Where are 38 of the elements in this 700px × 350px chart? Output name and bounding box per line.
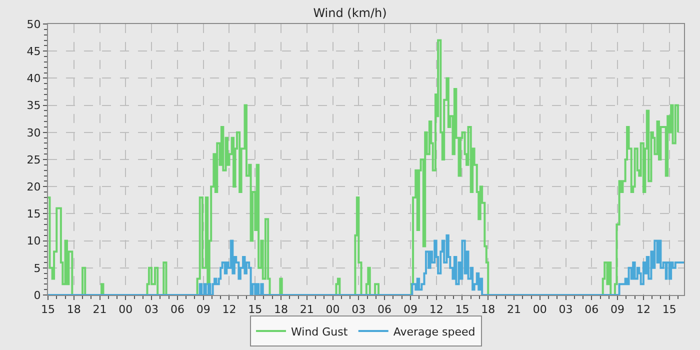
x-tick-label: 03 xyxy=(352,303,366,316)
x-tick-label: 15 xyxy=(662,303,676,316)
x-tick-label: 21 xyxy=(92,303,107,316)
x-tick-label: 09 xyxy=(610,303,625,316)
x-tick-label: 18 xyxy=(481,303,496,316)
legend-label: Wind Gust xyxy=(291,325,348,338)
x-tick-label: 06 xyxy=(584,303,599,316)
y-tick-label: 45 xyxy=(26,44,41,58)
x-tick-label: 00 xyxy=(118,303,133,316)
x-tick-label: 12 xyxy=(636,303,650,316)
y-tick-label: 35 xyxy=(26,99,41,112)
x-tick-label: 00 xyxy=(532,303,547,316)
y-tick-label: 10 xyxy=(26,234,41,248)
x-tick-label: 06 xyxy=(378,303,392,316)
y-tick-label: 5 xyxy=(34,262,41,275)
y-tick-label: 0 xyxy=(34,288,41,302)
legend-label: Average speed xyxy=(393,325,476,338)
x-tick-label: 18 xyxy=(274,303,288,316)
x-tick-label: 09 xyxy=(196,303,210,316)
x-tick-label: 21 xyxy=(300,303,314,316)
x-tick-label: 00 xyxy=(326,303,340,316)
x-tick-label: 15 xyxy=(248,303,262,316)
y-tick-label: 20 xyxy=(26,180,41,194)
x-tick-label: 03 xyxy=(558,303,573,316)
chart-title: Wind (km/h) xyxy=(313,6,387,20)
x-tick-label: 06 xyxy=(170,303,184,316)
y-tick-label: 50 xyxy=(26,18,41,31)
x-tick-label: 09 xyxy=(403,303,418,316)
x-tick-label: 12 xyxy=(222,303,236,316)
x-tick-label: 03 xyxy=(144,303,159,316)
x-tick-label: 18 xyxy=(66,303,81,316)
x-tick-label: 15 xyxy=(455,303,470,316)
y-tick-label: 30 xyxy=(26,126,41,140)
x-tick-label: 21 xyxy=(507,303,521,316)
y-tick-label: 15 xyxy=(26,208,41,221)
y-tick-label: 25 xyxy=(26,153,41,166)
y-tick-label: 40 xyxy=(26,72,41,86)
x-tick-label: 12 xyxy=(429,303,444,316)
